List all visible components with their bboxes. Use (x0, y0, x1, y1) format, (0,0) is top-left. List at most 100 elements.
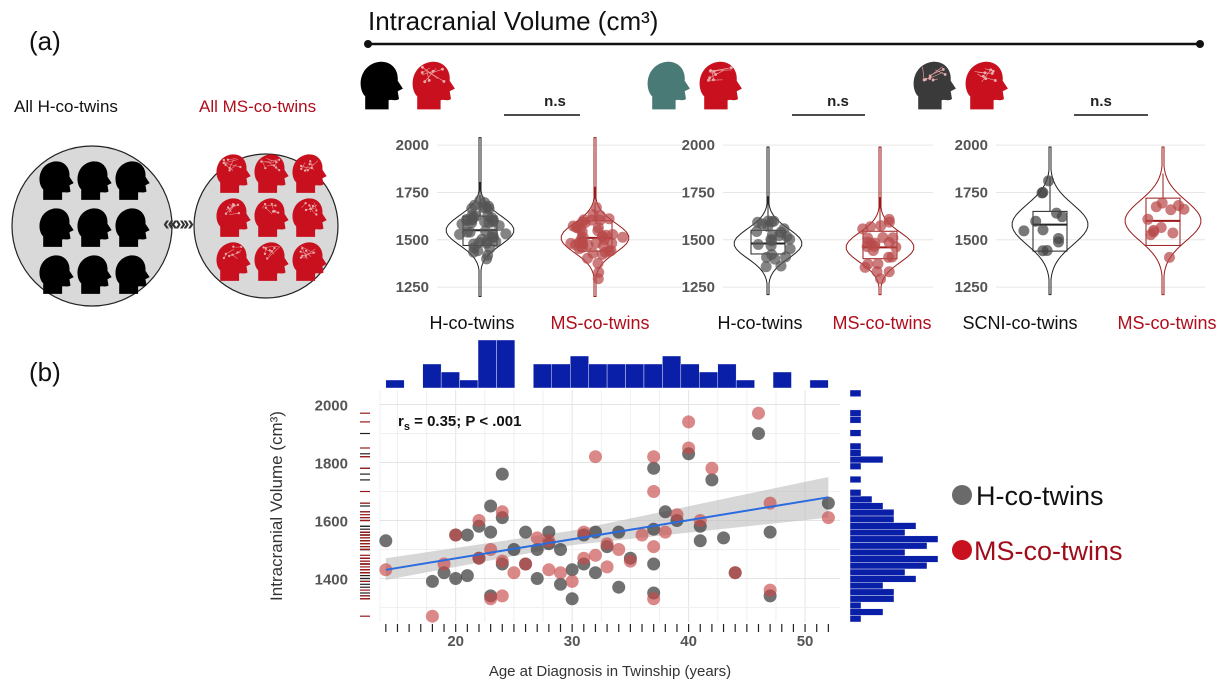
category-label: MS-co-twins (832, 313, 931, 333)
ms-data-point (542, 534, 556, 548)
ms-twin-head-icon (254, 198, 289, 237)
confidence-band (385, 477, 829, 580)
violin-shape (1124, 146, 1202, 296)
data-point (479, 225, 491, 237)
ms-data-point (495, 589, 509, 603)
y-histogram-bar (849, 456, 884, 464)
ms-data-point (612, 543, 626, 556)
y-tick-label: 1750 (682, 184, 715, 201)
ms-data-point (647, 485, 661, 498)
data-point (883, 213, 895, 225)
x-histogram-bar (643, 363, 663, 389)
ms-data-point (484, 592, 498, 606)
ms-data-point (495, 554, 509, 568)
data-point (605, 245, 617, 257)
h-data-point (484, 525, 498, 539)
group-circles (11, 145, 339, 307)
y-tick-label: 1400 (315, 572, 348, 589)
ms-data-point (635, 528, 649, 542)
y-histogram-bar (849, 608, 884, 616)
h-data-point (379, 534, 393, 548)
y-histogram-bar (849, 509, 895, 517)
y-histogram-bar (849, 562, 928, 570)
data-point (872, 258, 884, 270)
data-point (1018, 225, 1030, 237)
x-axis-label: Age at Diagnosis in Twinship (years) (489, 663, 731, 680)
comparison-arrows-icon: «‹»» (163, 213, 194, 235)
data-point (781, 231, 793, 243)
y-histogram-bar (849, 535, 939, 543)
data-point (587, 209, 599, 221)
data-point (466, 210, 478, 222)
dark-head-red-brain-icon (913, 61, 956, 110)
violin-shape (733, 146, 803, 296)
ms-data-point (623, 554, 637, 568)
all-h-label: All H-co-twins (14, 97, 118, 116)
violin-panel-1: 2000 1750 1500 1250 n.s H-co-twins MS-co-twins (360, 61, 683, 333)
h-data-point (705, 473, 719, 487)
y-histogram-bar (849, 462, 862, 470)
x-histogram-bar (422, 363, 442, 389)
violin-panels: 2000 1750 1500 1250 n.s H-co-twins MS-co-twins… (360, 61, 1217, 333)
ms-data-point (600, 560, 614, 574)
y-histogram-bar (849, 555, 939, 563)
x-tick-label: 40 (680, 633, 697, 650)
h-data-point (530, 572, 544, 585)
data-point (472, 245, 484, 257)
data-point (596, 249, 608, 261)
y-tick-label: 1750 (396, 184, 429, 201)
data-point (862, 236, 874, 248)
y-tick-label: 2000 (396, 137, 429, 154)
x-histogram-bar (533, 363, 552, 389)
data-point (769, 253, 781, 265)
h-data-point (460, 528, 474, 542)
x-tick-label: 20 (447, 633, 464, 650)
data-point (617, 231, 629, 243)
h-data-point (647, 461, 661, 475)
black-head-icon (360, 61, 403, 110)
y-histogram-bar (849, 416, 862, 424)
y-histogram-bar (849, 389, 862, 397)
ms-twin-head-icon (292, 154, 327, 193)
ms-data-point (728, 566, 742, 580)
h-data-point (554, 577, 568, 591)
data-point (607, 229, 619, 241)
ms-data-point (530, 531, 544, 545)
h-twin-head-icon (77, 255, 112, 294)
data-point (603, 213, 615, 225)
ms-data-point (588, 548, 602, 562)
scatter-panel: 20 30 40 50 1400 1600 1800 2000 Age at Diagnosis… (267, 340, 1123, 680)
x-histogram-bar (385, 379, 405, 389)
y-histogram-bar (849, 442, 862, 450)
x-histogram-bar (735, 379, 755, 389)
data-point (500, 228, 512, 240)
data-point (1163, 251, 1175, 263)
ms-data-point (495, 505, 509, 519)
x-histogram-bar (680, 363, 700, 389)
y-tick-label: 1250 (396, 279, 429, 296)
data-point (886, 251, 898, 263)
x-histogram-bar (440, 371, 460, 389)
ms-data-point (693, 514, 707, 527)
x-histogram-bar (699, 371, 718, 389)
h-data-point (717, 531, 731, 545)
legend-h-label: H-co-twins (976, 481, 1104, 511)
data-point (574, 222, 586, 234)
data-point (592, 257, 604, 269)
data-point (587, 247, 599, 259)
data-point (577, 238, 589, 250)
ms-data-point (682, 441, 696, 455)
h-data-point (763, 525, 777, 539)
data-point (590, 237, 602, 249)
data-point (461, 226, 473, 238)
ms-data-point (542, 563, 556, 577)
data-point (760, 261, 772, 273)
y-tick-label: 1250 (682, 279, 715, 296)
data-point (592, 273, 604, 285)
violin-shape (1011, 146, 1089, 296)
ns-label: n.s (1090, 93, 1112, 110)
h-data-point (449, 572, 463, 585)
data-point (875, 220, 887, 232)
ms-data-point (821, 511, 835, 525)
h-twin-head-icon (39, 208, 74, 247)
